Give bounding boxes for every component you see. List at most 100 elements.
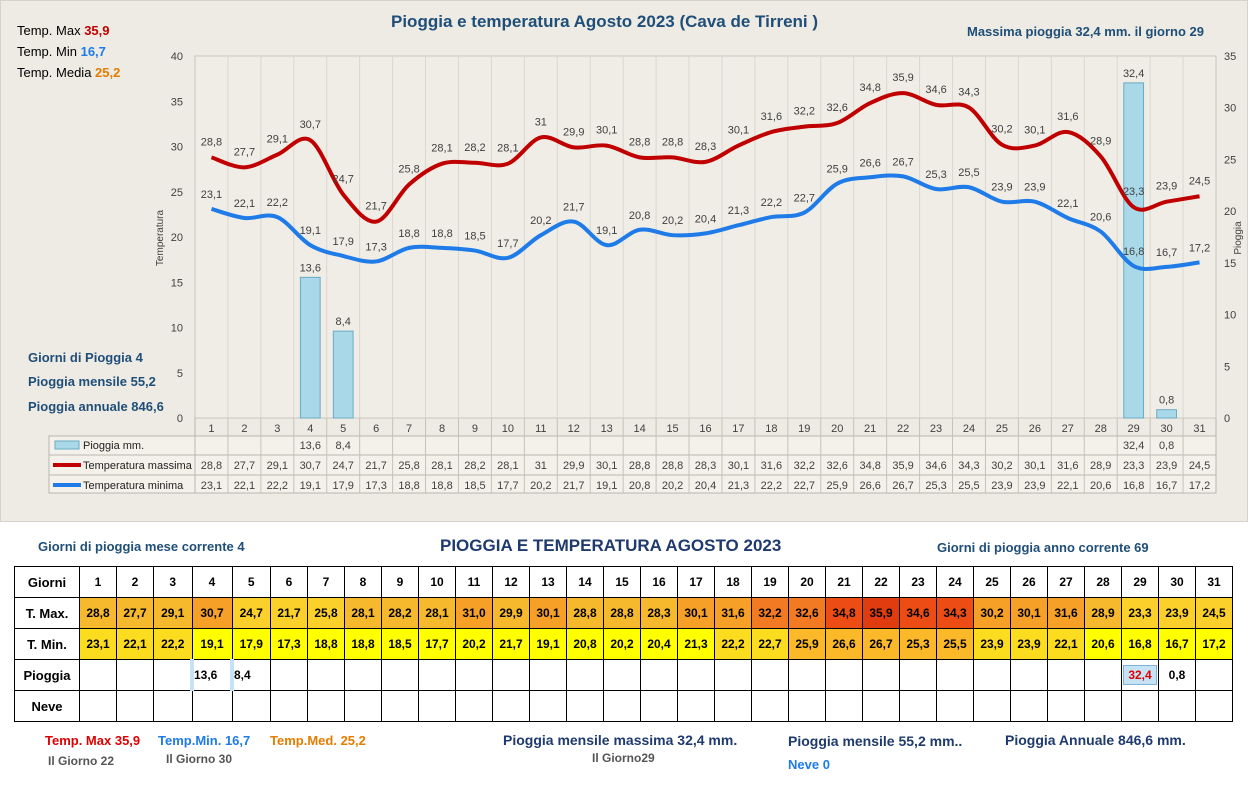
table-rain-value: 0,8 (1159, 440, 1174, 452)
table-cell: 26,7 (862, 628, 900, 660)
table-tmin-value: 16,7 (1156, 480, 1177, 492)
table-cell (1084, 659, 1122, 691)
table-tmax-value: 23,9 (1156, 460, 1177, 472)
table-tmin-value: 20,4 (695, 480, 716, 492)
table-tmin-value: 25,3 (925, 480, 946, 492)
row-header: T. Max. (14, 597, 80, 629)
table-cell: 19,1 (191, 628, 233, 660)
tmax-point-label: 31 (535, 116, 547, 128)
x-tick-label: 11 (535, 423, 546, 435)
table-cell (492, 690, 530, 722)
table-cell: 3 (153, 566, 193, 598)
table-cell: 23,3 (1121, 597, 1159, 629)
table-cell (492, 659, 530, 691)
x-tick-label: 14 (634, 423, 646, 435)
table-tmin-value: 20,2 (530, 480, 551, 492)
tmax-point-label: 29,1 (267, 134, 288, 146)
table-cell: 31,6 (1047, 597, 1085, 629)
y-tick-label: 25 (171, 187, 183, 199)
table-cell (381, 690, 419, 722)
table-tmax-value: 28,1 (431, 460, 452, 472)
table-cell (270, 690, 308, 722)
table-cell (418, 659, 456, 691)
table-cell: 1 (79, 566, 117, 598)
x-tick-label: 8 (439, 423, 445, 435)
footer-snow: Neve 0 (788, 757, 830, 772)
table-cell: 30,1 (529, 597, 567, 629)
temperature-rain-chart: 051015202530354005101520253035Temperatur… (48, 51, 1244, 494)
table-tmin-value: 18,8 (398, 480, 419, 492)
table-tmax-value: 28,3 (695, 460, 716, 472)
table-cell: 32,2 (751, 597, 789, 629)
tmin-point-label: 25,3 (925, 169, 946, 181)
tmin-point-label: 20,6 (1090, 212, 1111, 224)
tmin-point-label: 19,1 (300, 225, 321, 237)
x-tick-label: 6 (373, 423, 379, 435)
y2-tick-label: 10 (1224, 310, 1236, 322)
tmax-point-label: 34,3 (958, 87, 979, 99)
tmin-point-label: 17,9 (332, 236, 353, 248)
x-tick-label: 3 (274, 423, 280, 435)
table-tmin-value: 22,1 (1057, 480, 1078, 492)
table-cell: 8 (344, 566, 382, 598)
chart-data-table (48, 435, 1217, 494)
table-cell: 28,8 (603, 597, 641, 629)
table-cell (418, 690, 456, 722)
table-cell: 20,2 (455, 628, 493, 660)
table-cell (603, 690, 641, 722)
table-tmin-value: 26,7 (892, 480, 913, 492)
table-cell: 28,1 (418, 597, 456, 629)
tmin-point-label: 20,8 (629, 210, 650, 222)
y2-tick-label: 0 (1224, 413, 1230, 425)
table-cell: 28,9 (1084, 597, 1122, 629)
table-tmin-value: 23,9 (1024, 480, 1045, 492)
x-tick-label: 26 (1029, 423, 1041, 435)
snow-row: Neve (14, 690, 1233, 722)
table-cell: 28,1 (344, 597, 382, 629)
x-tick-label: 25 (996, 423, 1008, 435)
table-tmax-value: 34,3 (958, 460, 979, 472)
chart-title: Pioggia e temperatura Agosto 2023 (Cava … (391, 12, 819, 31)
x-tick-label: 28 (1095, 423, 1107, 435)
tmin-point-label: 22,7 (794, 193, 815, 205)
table-tmax-value: 32,2 (794, 460, 815, 472)
table-cell: 17,2 (1195, 628, 1233, 660)
table-cell: 22,2 (153, 628, 193, 660)
table-tmin-value: 18,5 (464, 480, 485, 492)
table-cell (862, 659, 900, 691)
table-cell: 28 (1084, 566, 1122, 598)
x-tick-label: 17 (732, 423, 744, 435)
table-cell: 25 (973, 566, 1011, 598)
tmax-point-label: 23,3 (1123, 186, 1144, 198)
table-tmin-value: 17,2 (1189, 480, 1210, 492)
table-cell: 28,3 (640, 597, 678, 629)
table-cell: 18,8 (307, 628, 345, 660)
tmin-point-label: 20,4 (695, 213, 716, 225)
table-cell (1047, 690, 1085, 722)
x-tick-label: 23 (930, 423, 942, 435)
table-cell: 31 (1195, 566, 1233, 598)
rain-row: Pioggia 13,6 8,4 32,4 0,8 (14, 659, 1233, 691)
table-cell: 30,1 (677, 597, 715, 629)
rain-bar (299, 276, 321, 419)
table-tmin-value: 23,1 (201, 480, 222, 492)
table-cell (825, 659, 863, 691)
table-cell: 12 (492, 566, 530, 598)
table-cell: 22 (862, 566, 900, 598)
table-tmax-value: 28,2 (464, 460, 485, 472)
x-tick-label: 31 (1193, 423, 1205, 435)
x-tick-label: 20 (831, 423, 843, 435)
x-tick-label: 1 (208, 423, 214, 435)
table-tmin-value: 22,7 (794, 480, 815, 492)
table-cell: 32,6 (788, 597, 826, 629)
table-cell: 17,3 (270, 628, 308, 660)
table-cell: 20,8 (566, 628, 604, 660)
table-cell: 23,9 (973, 628, 1011, 660)
table-tmax-value: 25,8 (398, 460, 419, 472)
table-tmax-value: 31,6 (1057, 460, 1078, 472)
table-cell (79, 690, 117, 722)
table-cell: 24 (936, 566, 974, 598)
x-tick-label: 21 (864, 423, 876, 435)
tmin-point-label: 16,7 (1156, 247, 1177, 259)
x-tick-label: 12 (568, 423, 580, 435)
